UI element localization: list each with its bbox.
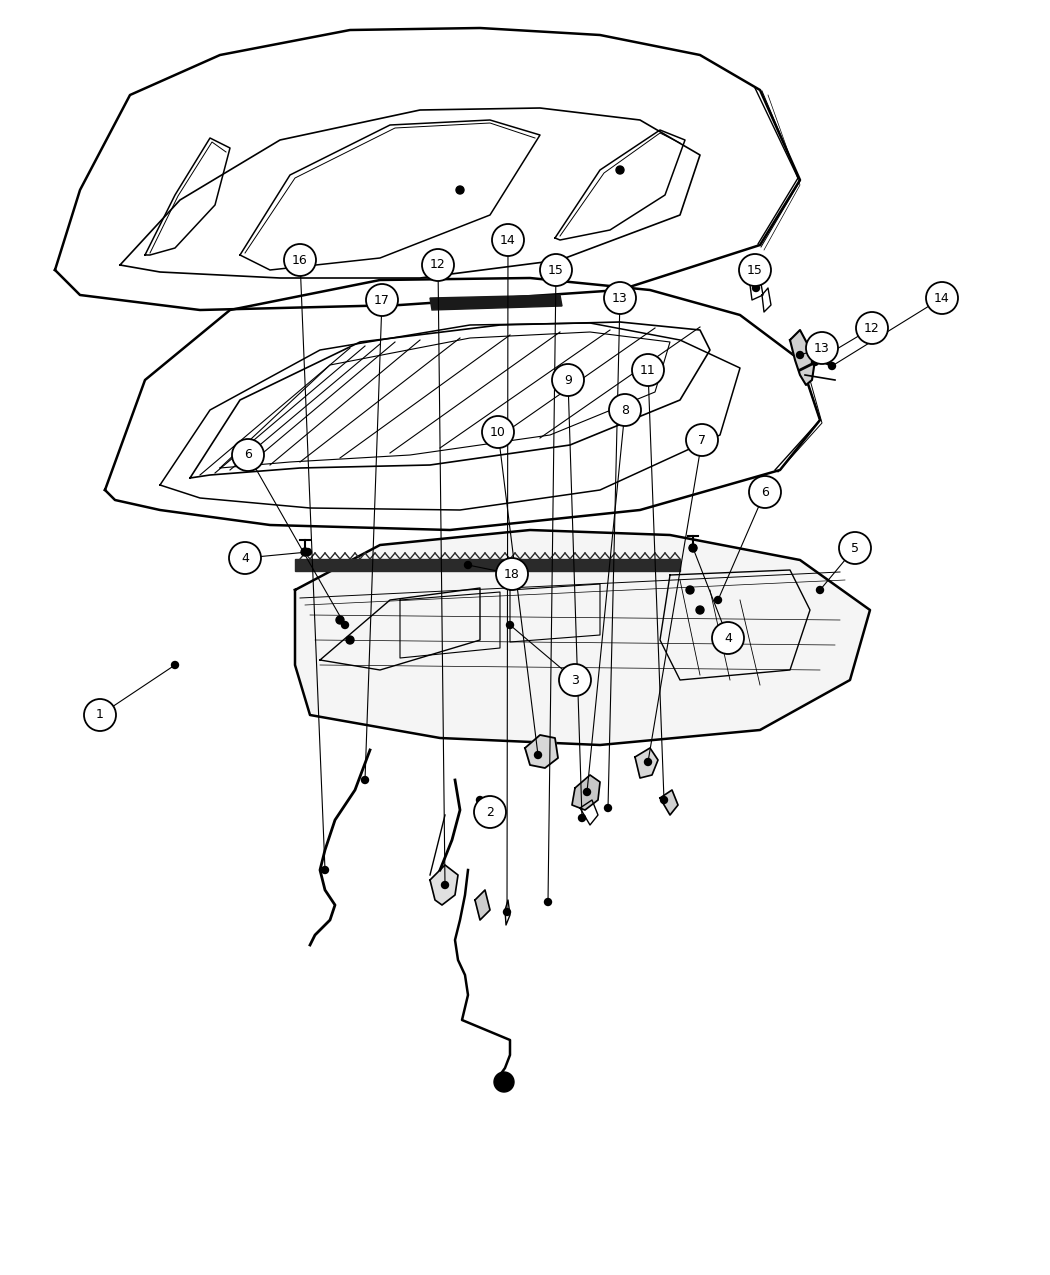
Text: 14: 14 bbox=[500, 233, 516, 246]
Text: 15: 15 bbox=[548, 264, 564, 277]
Circle shape bbox=[504, 909, 510, 915]
Circle shape bbox=[171, 662, 178, 668]
Polygon shape bbox=[635, 748, 658, 778]
Circle shape bbox=[474, 796, 506, 827]
Circle shape bbox=[660, 797, 668, 803]
Circle shape bbox=[341, 621, 349, 629]
Circle shape bbox=[839, 532, 872, 564]
Circle shape bbox=[817, 586, 823, 593]
Polygon shape bbox=[525, 734, 558, 768]
Circle shape bbox=[540, 254, 572, 286]
Circle shape bbox=[856, 312, 888, 344]
Circle shape bbox=[284, 244, 316, 275]
Circle shape bbox=[494, 1072, 514, 1091]
Polygon shape bbox=[660, 790, 678, 815]
Circle shape bbox=[686, 586, 694, 594]
Text: 12: 12 bbox=[430, 259, 446, 272]
Circle shape bbox=[686, 425, 718, 456]
Circle shape bbox=[552, 363, 584, 397]
Circle shape bbox=[366, 284, 398, 316]
Polygon shape bbox=[790, 330, 815, 385]
Text: 6: 6 bbox=[244, 449, 252, 462]
Circle shape bbox=[690, 544, 696, 552]
Circle shape bbox=[464, 561, 471, 569]
Polygon shape bbox=[572, 775, 600, 810]
Circle shape bbox=[645, 759, 651, 765]
Polygon shape bbox=[295, 558, 680, 571]
Text: 18: 18 bbox=[504, 567, 520, 580]
Text: 10: 10 bbox=[490, 426, 506, 439]
Circle shape bbox=[84, 699, 116, 731]
Circle shape bbox=[336, 616, 344, 623]
Circle shape bbox=[441, 881, 448, 889]
Text: 9: 9 bbox=[564, 374, 572, 386]
Circle shape bbox=[361, 776, 369, 784]
Text: 16: 16 bbox=[292, 254, 308, 266]
Circle shape bbox=[229, 542, 261, 574]
Text: 13: 13 bbox=[814, 342, 830, 354]
Circle shape bbox=[616, 166, 624, 173]
Circle shape bbox=[579, 815, 586, 821]
Circle shape bbox=[584, 788, 590, 796]
Circle shape bbox=[806, 332, 838, 363]
Text: 15: 15 bbox=[747, 264, 763, 277]
Circle shape bbox=[321, 867, 329, 873]
Circle shape bbox=[232, 439, 264, 470]
Text: 11: 11 bbox=[640, 363, 656, 376]
Circle shape bbox=[559, 664, 591, 696]
Circle shape bbox=[604, 282, 636, 314]
Circle shape bbox=[534, 751, 542, 759]
Text: 5: 5 bbox=[850, 542, 859, 555]
Polygon shape bbox=[475, 890, 490, 921]
Circle shape bbox=[482, 416, 514, 448]
Circle shape bbox=[689, 544, 697, 552]
Circle shape bbox=[828, 362, 836, 370]
Text: 13: 13 bbox=[612, 292, 628, 305]
Circle shape bbox=[477, 797, 483, 803]
Circle shape bbox=[753, 284, 759, 292]
Circle shape bbox=[714, 597, 721, 603]
Circle shape bbox=[696, 606, 704, 615]
Text: 6: 6 bbox=[761, 486, 769, 499]
Circle shape bbox=[609, 394, 640, 426]
Circle shape bbox=[739, 254, 771, 286]
Circle shape bbox=[797, 352, 803, 358]
Polygon shape bbox=[430, 295, 562, 310]
Circle shape bbox=[605, 805, 611, 811]
Text: 3: 3 bbox=[571, 673, 579, 686]
Circle shape bbox=[545, 899, 551, 905]
Text: 12: 12 bbox=[864, 321, 880, 334]
Circle shape bbox=[456, 186, 464, 194]
Circle shape bbox=[632, 354, 664, 386]
Circle shape bbox=[926, 282, 958, 314]
Text: 7: 7 bbox=[698, 434, 706, 446]
Circle shape bbox=[422, 249, 454, 280]
Circle shape bbox=[749, 476, 781, 507]
Text: 8: 8 bbox=[621, 403, 629, 417]
Circle shape bbox=[496, 558, 528, 590]
Text: 2: 2 bbox=[486, 806, 494, 819]
Text: 4: 4 bbox=[242, 552, 249, 565]
Circle shape bbox=[492, 224, 524, 256]
Text: 17: 17 bbox=[374, 293, 390, 306]
Circle shape bbox=[346, 636, 354, 644]
Circle shape bbox=[506, 621, 513, 629]
Text: 4: 4 bbox=[724, 631, 732, 644]
Text: 1: 1 bbox=[96, 709, 104, 722]
Circle shape bbox=[304, 548, 312, 556]
Circle shape bbox=[712, 622, 744, 654]
Polygon shape bbox=[295, 530, 870, 745]
Text: 14: 14 bbox=[934, 292, 950, 305]
Polygon shape bbox=[430, 864, 458, 905]
Circle shape bbox=[301, 548, 309, 556]
Circle shape bbox=[812, 358, 819, 366]
